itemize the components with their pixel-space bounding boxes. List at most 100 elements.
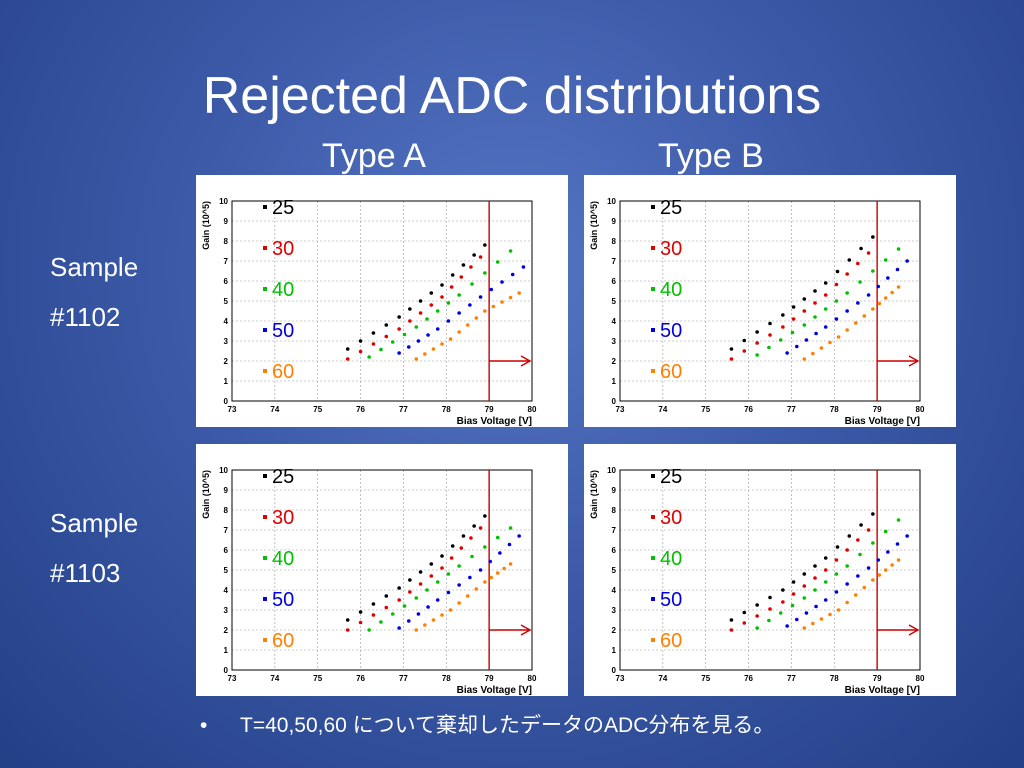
data-point-series-25 bbox=[461, 534, 466, 538]
legend-marker-40 bbox=[263, 556, 267, 560]
data-point-series-30 bbox=[478, 255, 483, 259]
data-point-series-60 bbox=[890, 563, 894, 567]
cutoff-arrow-head bbox=[520, 355, 532, 367]
data-point-series-30 bbox=[845, 548, 849, 552]
y-axis-label: Gain (10^5) bbox=[589, 470, 599, 519]
data-point-series-25 bbox=[755, 330, 759, 334]
legend-label-50: 50 bbox=[272, 589, 294, 611]
x-tick-label: 75 bbox=[701, 674, 710, 683]
y-tick-label: 6 bbox=[612, 546, 617, 555]
data-point-series-25 bbox=[384, 323, 389, 327]
legend-label-30: 30 bbox=[660, 507, 682, 529]
data-point-series-30 bbox=[755, 614, 759, 618]
data-point-series-40 bbox=[834, 299, 839, 303]
data-point-series-60 bbox=[819, 617, 824, 621]
cutoff-arrow-head bbox=[520, 624, 532, 636]
data-point-series-60 bbox=[871, 578, 875, 582]
data-point-series-40 bbox=[834, 572, 839, 576]
y-axis-label: Gain (10^5) bbox=[201, 470, 211, 519]
data-point-series-30 bbox=[802, 584, 807, 588]
data-point-series-60 bbox=[483, 309, 487, 313]
data-point-series-25 bbox=[729, 347, 734, 351]
data-point-series-25 bbox=[450, 544, 455, 548]
data-point-series-50 bbox=[406, 619, 411, 623]
data-point-series-60 bbox=[862, 585, 867, 590]
data-point-series-30 bbox=[358, 620, 363, 625]
data-point-series-25 bbox=[440, 554, 444, 558]
data-point-series-60 bbox=[423, 623, 427, 627]
y-tick-label: 0 bbox=[612, 397, 617, 406]
data-point-series-60 bbox=[431, 618, 436, 622]
data-point-series-40 bbox=[379, 620, 383, 624]
data-point-series-40 bbox=[495, 260, 500, 264]
data-point-series-40 bbox=[446, 301, 451, 305]
data-point-series-60 bbox=[474, 316, 479, 320]
data-point-series-50 bbox=[500, 280, 504, 284]
data-point-series-25 bbox=[802, 297, 807, 301]
data-point-series-40 bbox=[896, 518, 901, 522]
x-tick-label: 74 bbox=[658, 674, 667, 683]
legend-marker-50 bbox=[651, 328, 655, 332]
data-point-series-40 bbox=[457, 293, 461, 297]
data-point-series-25 bbox=[742, 338, 747, 343]
data-point-series-25 bbox=[418, 570, 423, 574]
data-point-series-50 bbox=[905, 534, 909, 538]
x-tick-label: 80 bbox=[916, 674, 925, 683]
data-point-series-30 bbox=[358, 349, 363, 354]
data-point-series-40 bbox=[367, 628, 371, 632]
data-point-series-25 bbox=[461, 263, 466, 267]
data-point-series-50 bbox=[895, 542, 900, 546]
data-point-series-30 bbox=[813, 301, 817, 305]
data-point-series-50 bbox=[521, 265, 526, 269]
data-point-series-50 bbox=[834, 590, 839, 594]
data-point-series-50 bbox=[426, 605, 430, 609]
data-point-series-40 bbox=[883, 529, 888, 534]
x-axis-label: Bias Voltage [V] bbox=[457, 416, 532, 427]
plot-frame bbox=[231, 469, 533, 671]
data-point-series-40 bbox=[414, 596, 419, 600]
legend-label-40: 40 bbox=[660, 279, 682, 301]
chart-panel-type-b-1102: 73 74 75 76 77 78 79 80 0 1 2 3 4 5 6 7 8 9 10 Bias Voltage… bbox=[584, 175, 956, 427]
data-point-series-60 bbox=[448, 608, 453, 612]
data-point-series-50 bbox=[510, 272, 515, 277]
data-point-series-60 bbox=[871, 307, 875, 311]
x-tick-label: 73 bbox=[616, 405, 625, 414]
data-point-series-25 bbox=[859, 246, 863, 251]
data-point-series-50 bbox=[886, 276, 890, 280]
data-point-series-50 bbox=[488, 559, 493, 564]
data-point-series-25 bbox=[755, 603, 759, 607]
y-tick-label: 3 bbox=[224, 337, 229, 346]
x-tick-label: 79 bbox=[873, 405, 882, 414]
data-point-series-30 bbox=[742, 349, 747, 353]
y-tick-label: 3 bbox=[612, 606, 617, 615]
data-point-series-60 bbox=[828, 612, 832, 617]
data-point-series-30 bbox=[469, 536, 473, 540]
data-point-series-30 bbox=[729, 357, 734, 361]
row-label-sample-1102: Sample #1102 bbox=[50, 242, 138, 342]
data-point-series-40 bbox=[802, 596, 807, 600]
data-point-series-30 bbox=[371, 342, 376, 346]
data-point-series-30 bbox=[459, 546, 464, 550]
y-tick-label: 1 bbox=[224, 646, 229, 655]
data-point-series-25 bbox=[768, 595, 772, 600]
data-point-series-40 bbox=[425, 317, 429, 321]
data-point-series-60 bbox=[491, 304, 496, 309]
y-tick-label: 4 bbox=[612, 317, 617, 326]
y-tick-label: 7 bbox=[224, 526, 229, 535]
plot-frame bbox=[619, 469, 921, 671]
x-tick-label: 74 bbox=[658, 405, 667, 414]
data-point-series-60 bbox=[457, 601, 461, 605]
x-tick-label: 73 bbox=[616, 674, 625, 683]
data-point-series-60 bbox=[423, 352, 427, 356]
data-point-series-25 bbox=[472, 524, 476, 528]
y-tick-label: 10 bbox=[607, 197, 616, 206]
data-point-series-60 bbox=[502, 566, 506, 571]
x-tick-label: 76 bbox=[356, 674, 365, 683]
data-point-series-60 bbox=[440, 342, 444, 346]
data-point-series-40 bbox=[823, 580, 828, 584]
legend-marker-60 bbox=[651, 638, 655, 642]
data-point-series-40 bbox=[790, 330, 795, 335]
data-point-series-25 bbox=[408, 307, 412, 311]
y-tick-label: 2 bbox=[612, 626, 617, 635]
